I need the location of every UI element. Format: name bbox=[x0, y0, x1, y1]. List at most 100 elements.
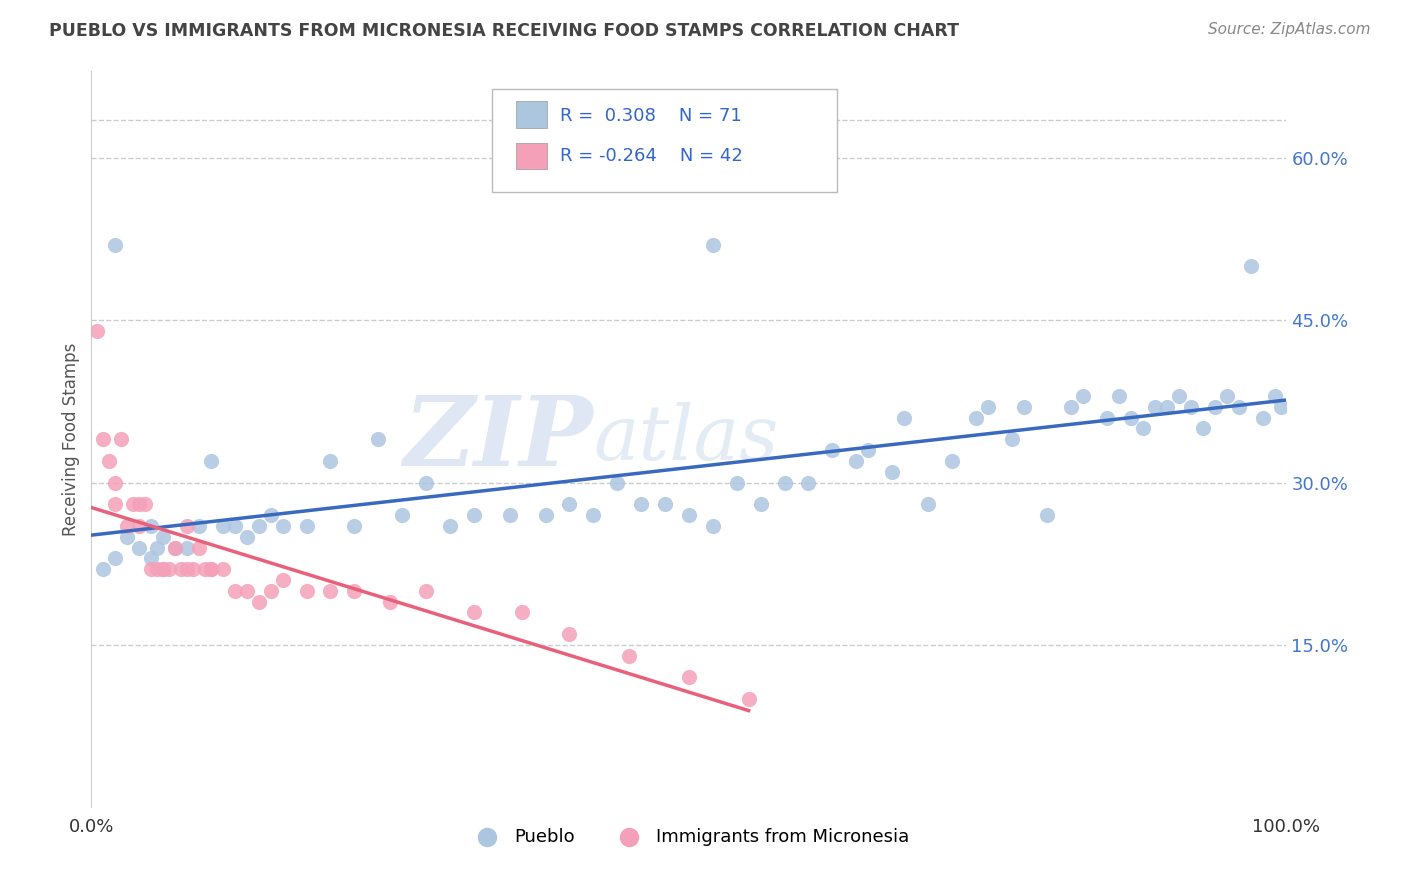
Point bbox=[1036, 508, 1059, 522]
Point bbox=[295, 583, 318, 598]
Point bbox=[194, 562, 217, 576]
Point bbox=[98, 454, 121, 468]
Point bbox=[319, 583, 342, 598]
Point bbox=[104, 475, 127, 490]
Point bbox=[797, 475, 820, 490]
Point bbox=[181, 562, 204, 576]
Point bbox=[845, 454, 868, 468]
Point bbox=[224, 583, 246, 598]
Y-axis label: Receiving Food Stamps: Receiving Food Stamps bbox=[62, 343, 80, 536]
Point bbox=[247, 594, 270, 608]
Point bbox=[1144, 400, 1167, 414]
Point bbox=[1071, 389, 1094, 403]
Text: atlas: atlas bbox=[593, 402, 779, 476]
Point bbox=[749, 497, 772, 511]
Point bbox=[122, 497, 145, 511]
Point bbox=[856, 443, 880, 458]
Point bbox=[941, 454, 963, 468]
Point bbox=[893, 410, 915, 425]
Point bbox=[211, 562, 233, 576]
Point bbox=[1270, 400, 1292, 414]
Point bbox=[104, 237, 127, 252]
Point bbox=[104, 497, 127, 511]
Point bbox=[128, 497, 150, 511]
Point bbox=[128, 519, 150, 533]
Point bbox=[163, 541, 186, 555]
Point bbox=[200, 562, 222, 576]
Point bbox=[1060, 400, 1083, 414]
Point bbox=[128, 541, 150, 555]
Point bbox=[200, 454, 222, 468]
Point bbox=[152, 562, 174, 576]
Point bbox=[295, 519, 318, 533]
Point bbox=[917, 497, 939, 511]
Point bbox=[235, 530, 259, 544]
Point bbox=[176, 562, 198, 576]
Point bbox=[259, 508, 281, 522]
Point bbox=[176, 519, 198, 533]
Point bbox=[110, 433, 132, 447]
Point bbox=[880, 465, 903, 479]
Point bbox=[271, 519, 294, 533]
Point bbox=[1000, 433, 1022, 447]
Point bbox=[115, 530, 138, 544]
Point bbox=[86, 324, 108, 338]
Point bbox=[187, 519, 211, 533]
Point bbox=[93, 433, 114, 447]
Point bbox=[378, 594, 402, 608]
Point bbox=[678, 670, 700, 684]
Point bbox=[235, 583, 259, 598]
Point bbox=[146, 562, 169, 576]
Point bbox=[104, 551, 127, 566]
Point bbox=[1180, 400, 1202, 414]
Point bbox=[224, 519, 246, 533]
Point bbox=[702, 519, 724, 533]
Point bbox=[630, 497, 652, 511]
Text: R =  0.308    N = 71: R = 0.308 N = 71 bbox=[560, 107, 741, 125]
Point bbox=[463, 606, 485, 620]
Point bbox=[1167, 389, 1189, 403]
Point bbox=[702, 237, 724, 252]
Point bbox=[821, 443, 844, 458]
Point bbox=[606, 475, 628, 490]
Point bbox=[463, 508, 485, 522]
Point bbox=[343, 583, 366, 598]
Point bbox=[498, 508, 520, 522]
Point bbox=[1215, 389, 1237, 403]
Point bbox=[558, 497, 581, 511]
Point bbox=[582, 508, 605, 522]
Point bbox=[152, 562, 174, 576]
Point bbox=[678, 508, 700, 522]
Point bbox=[200, 562, 222, 576]
Point bbox=[134, 497, 156, 511]
Point bbox=[1192, 421, 1215, 435]
Point bbox=[93, 562, 114, 576]
Point bbox=[534, 508, 557, 522]
Point bbox=[619, 648, 641, 663]
Point bbox=[1204, 400, 1226, 414]
Point bbox=[319, 454, 342, 468]
Point bbox=[1227, 400, 1250, 414]
Point bbox=[152, 530, 174, 544]
Point bbox=[141, 551, 162, 566]
Text: R = -0.264    N = 42: R = -0.264 N = 42 bbox=[560, 147, 742, 165]
Point bbox=[415, 475, 437, 490]
Point bbox=[247, 519, 270, 533]
Text: Source: ZipAtlas.com: Source: ZipAtlas.com bbox=[1208, 22, 1371, 37]
Point bbox=[157, 562, 180, 576]
Point bbox=[163, 541, 186, 555]
Text: ZIP: ZIP bbox=[404, 392, 593, 486]
Point bbox=[141, 519, 162, 533]
Point bbox=[115, 519, 138, 533]
Point bbox=[965, 410, 987, 425]
Point bbox=[654, 497, 676, 511]
Point bbox=[343, 519, 366, 533]
Point bbox=[187, 541, 211, 555]
Point bbox=[391, 508, 413, 522]
Point bbox=[1156, 400, 1178, 414]
Point bbox=[737, 692, 759, 706]
Point bbox=[141, 562, 162, 576]
Point bbox=[725, 475, 748, 490]
Point bbox=[1264, 389, 1286, 403]
Point bbox=[146, 541, 169, 555]
